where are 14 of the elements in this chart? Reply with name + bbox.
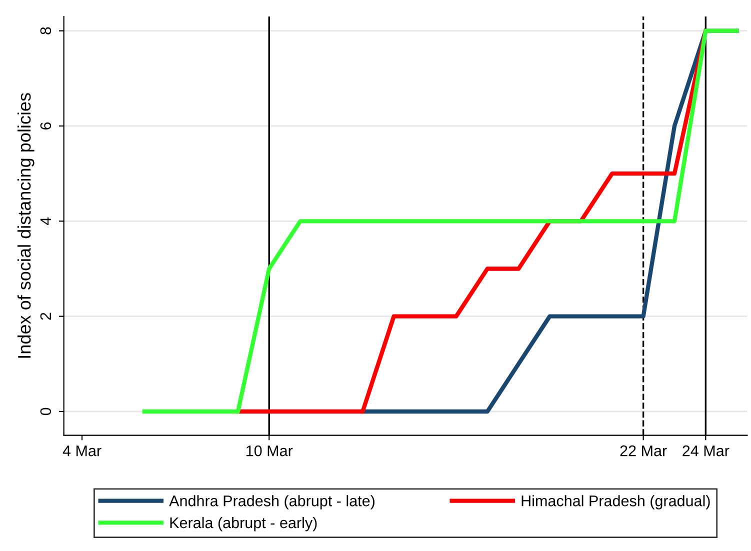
x-tick-label: 10 Mar	[246, 445, 293, 456]
line-series	[142, 28, 739, 414]
legend-label: Himachal Pradesh (gradual)	[522, 495, 710, 510]
y-tick-label: 2	[40, 312, 51, 320]
legend-label: Andhra Pradesh (abrupt - late)	[169, 495, 374, 510]
x-tick-label: 22 Mar	[620, 445, 667, 456]
x-tick-label: 4 Mar	[62, 446, 102, 456]
y-tick-label: 4	[40, 217, 51, 226]
y-tick-label: 0	[40, 408, 52, 416]
legend-label: Kerala (abrupt - early)	[170, 516, 317, 532]
y-axis-title: Index of social distancing policies	[17, 93, 34, 358]
x-tick-label: 24 Mar	[682, 445, 730, 456]
y-tick-label: 6	[40, 122, 52, 130]
y-tick-label: 8	[40, 27, 52, 34]
